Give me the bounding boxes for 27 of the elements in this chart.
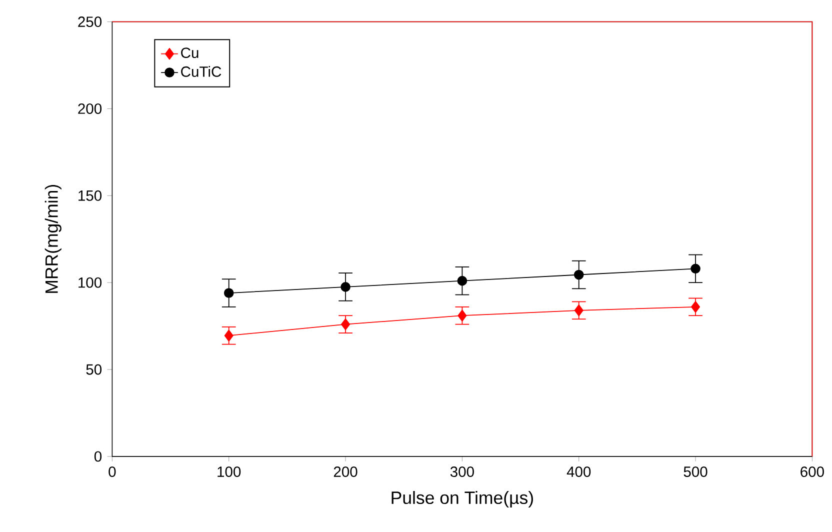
- point: [574, 270, 584, 280]
- x-axis-title: Pulse on Time(µs): [392, 491, 533, 508]
- x-tick-label: 200: [334, 466, 358, 478]
- y-tick-label: 0: [94, 451, 102, 462]
- y-tick-label: 50: [86, 364, 102, 375]
- y-tick-label: 200: [78, 104, 102, 114]
- point: [457, 276, 468, 286]
- y-axis-title: MRR(mg/min): [44, 185, 62, 294]
- legend-label: CuTiC: [181, 66, 222, 78]
- point: [340, 282, 350, 292]
- y-tick-label: 100: [78, 277, 102, 288]
- point: [224, 288, 234, 298]
- point: [574, 304, 584, 316]
- x-tick-label: 500: [684, 466, 708, 478]
- x-tick-label: 300: [450, 466, 474, 478]
- x-tick-label: 100: [218, 466, 241, 478]
- point: [458, 310, 467, 322]
- y-tick-label: 150: [78, 190, 102, 202]
- point: [341, 318, 350, 330]
- point: [690, 264, 700, 274]
- y-tick-label: 250: [78, 16, 102, 28]
- point: [691, 301, 700, 313]
- x-tick-label: 0: [108, 466, 116, 478]
- x-tick-label: 400: [566, 466, 591, 478]
- point: [224, 330, 234, 342]
- x-tick-label: 600: [800, 466, 824, 478]
- legend-label: Cu: [181, 48, 198, 58]
